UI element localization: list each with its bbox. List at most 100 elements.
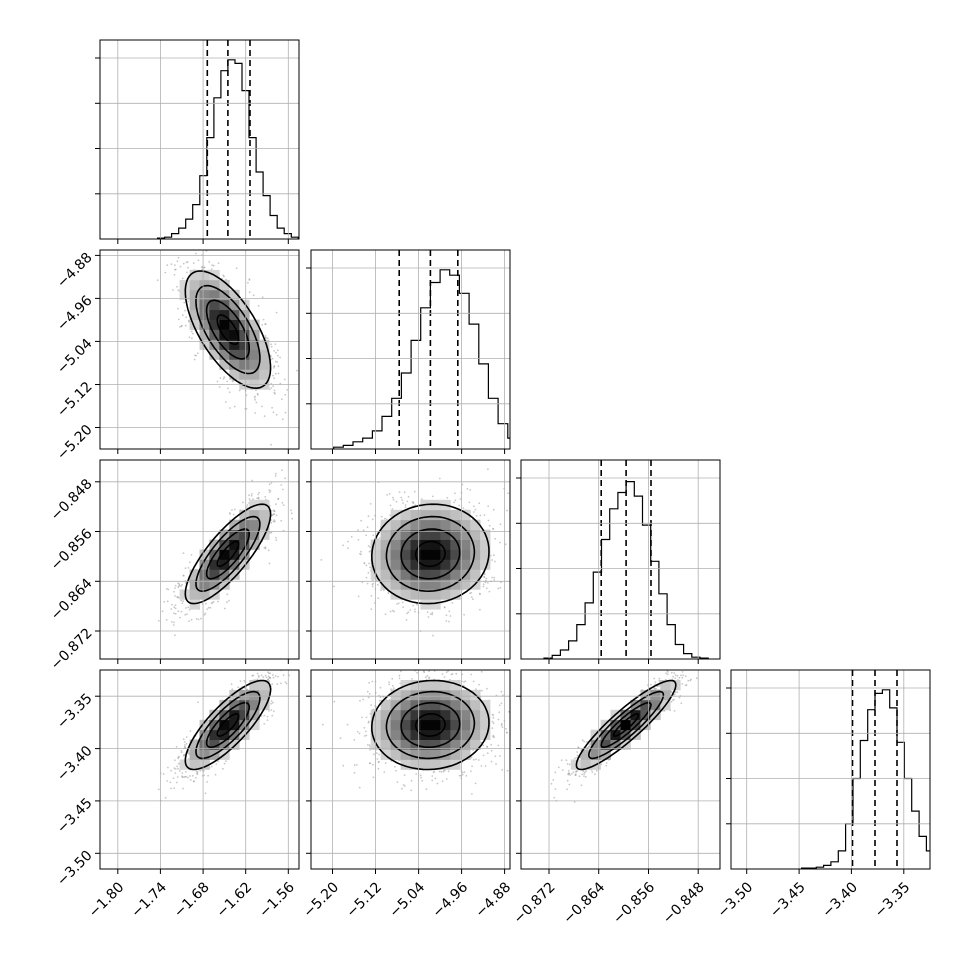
density-cell xyxy=(450,549,461,560)
density-cell xyxy=(460,519,471,530)
density-cell xyxy=(450,699,461,711)
scatter-point xyxy=(226,593,229,596)
scatter-point xyxy=(420,776,422,779)
scatter-point xyxy=(282,674,285,677)
scatter-point xyxy=(492,527,495,530)
scatter-point xyxy=(272,676,275,679)
y-tick-label: −3.40 xyxy=(54,743,96,785)
density-cell xyxy=(199,269,210,281)
x-tick-label: −5.04 xyxy=(387,879,429,921)
x-tick-label: −1.68 xyxy=(171,879,213,921)
scatter-point xyxy=(270,443,272,446)
density-cell xyxy=(630,729,641,740)
scatter-point xyxy=(585,776,587,778)
scatter-point xyxy=(566,763,569,765)
scatter-point xyxy=(414,608,416,611)
density-cell xyxy=(470,739,481,750)
scatter-point xyxy=(179,325,181,328)
scatter-point xyxy=(428,677,430,680)
scatter-point xyxy=(473,505,475,508)
scatter-point xyxy=(585,741,588,743)
scatter-point xyxy=(248,494,251,496)
density-cell xyxy=(450,680,461,691)
scatter-point xyxy=(573,801,576,803)
density-cell xyxy=(580,749,591,760)
scatter-point xyxy=(239,680,242,682)
density-cell xyxy=(430,579,441,590)
density-cell xyxy=(189,299,200,311)
scatter-point xyxy=(166,600,169,603)
scatter-point xyxy=(192,262,195,265)
density-cell xyxy=(229,299,240,311)
scatter-point xyxy=(583,740,585,743)
scatter-point xyxy=(195,618,198,620)
density-cell xyxy=(580,759,591,770)
scatter-point xyxy=(247,281,249,284)
scatter-point xyxy=(183,741,186,743)
scatter-point xyxy=(453,501,456,504)
scatter-point xyxy=(451,673,454,675)
scatter-point xyxy=(495,763,497,765)
scatter-point xyxy=(681,671,684,673)
scatter-point xyxy=(173,590,175,593)
scatter-point xyxy=(229,513,232,515)
scatter-point xyxy=(200,617,202,620)
scatter-point xyxy=(350,535,353,538)
scatter-point xyxy=(470,756,473,759)
scatter-point xyxy=(471,793,473,795)
scatter-point xyxy=(690,678,692,681)
scatter-point xyxy=(172,777,175,779)
density-cell xyxy=(420,749,431,760)
scatter-point xyxy=(431,495,434,498)
scatter-point xyxy=(187,776,189,779)
density-cell xyxy=(380,709,391,721)
density-cell xyxy=(199,579,210,590)
scatter-point xyxy=(388,681,390,683)
scatter-point xyxy=(171,245,173,247)
scatter-point xyxy=(388,683,391,686)
density-cell xyxy=(450,719,461,731)
scatter-point xyxy=(412,502,415,504)
scatter-point xyxy=(392,687,395,689)
density-cell xyxy=(420,559,431,570)
scatter-point xyxy=(391,684,394,687)
scatter-point xyxy=(290,512,293,515)
scatter-point xyxy=(389,514,391,517)
density-cell xyxy=(199,569,210,580)
panel-2-1 xyxy=(320,468,510,637)
scatter-point xyxy=(187,606,190,609)
scatter-point xyxy=(238,389,241,392)
scatter-point xyxy=(214,773,217,776)
density-cell xyxy=(219,719,230,731)
density-cell xyxy=(410,689,421,701)
scatter-point xyxy=(576,751,578,753)
scatter-point xyxy=(231,509,233,511)
scatter-point xyxy=(251,674,254,677)
scatter-point xyxy=(264,337,267,340)
density-cell xyxy=(400,719,411,731)
x-tick-label: −3.50 xyxy=(715,879,757,921)
scatter-point xyxy=(410,779,413,782)
scatter-point xyxy=(567,773,570,776)
density-cell xyxy=(199,299,210,311)
scatter-point xyxy=(161,610,164,613)
scatter-point xyxy=(431,611,434,614)
scatter-point xyxy=(362,698,364,701)
scatter-point xyxy=(367,515,370,518)
scatter-point xyxy=(390,688,392,691)
scatter-point xyxy=(568,783,571,786)
scatter-point xyxy=(557,766,560,769)
density-cell xyxy=(420,680,431,691)
scatter-point xyxy=(470,591,473,594)
density-cell xyxy=(470,569,481,580)
scatter-point xyxy=(445,778,448,780)
scatter-point xyxy=(369,748,371,751)
density-cell xyxy=(460,729,471,740)
contour-line xyxy=(216,314,240,345)
scatter-point xyxy=(650,683,652,686)
scatter-point xyxy=(233,405,236,408)
scatter-point xyxy=(500,690,503,693)
scatter-point xyxy=(361,716,363,719)
density-cell xyxy=(400,759,411,770)
scatter-point xyxy=(222,767,224,770)
